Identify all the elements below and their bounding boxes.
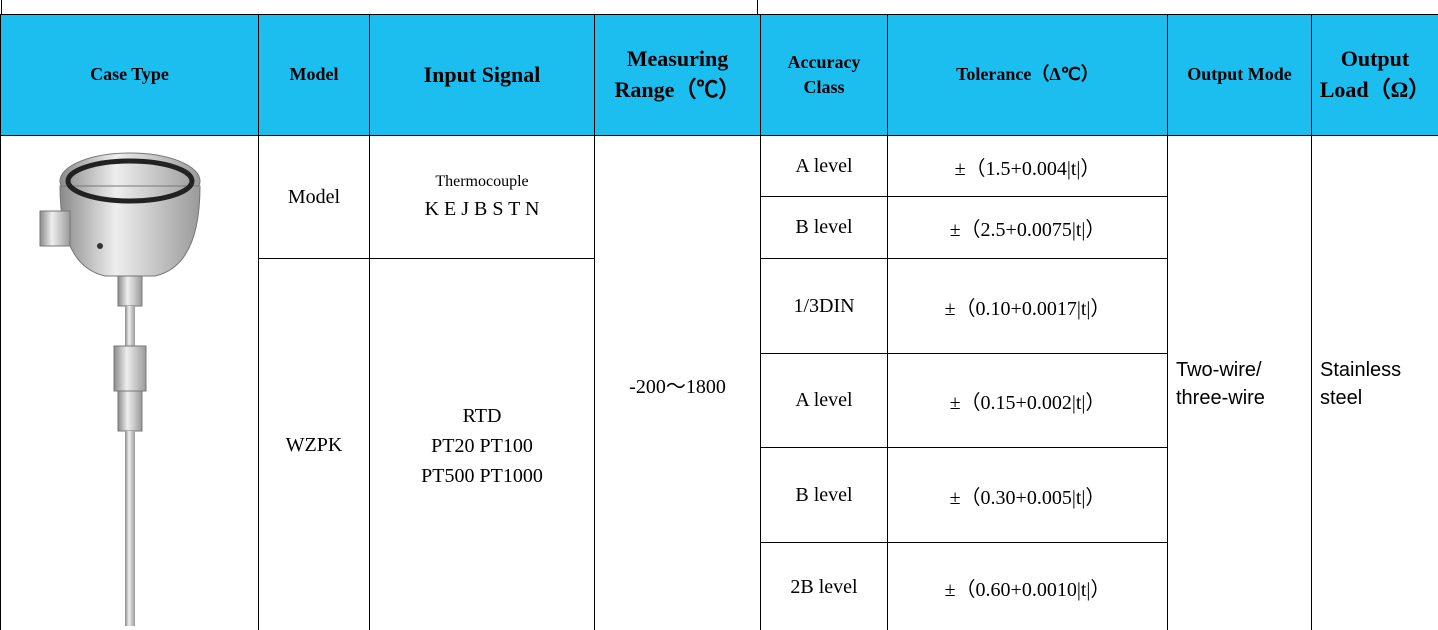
output-load-cell: Stainless steel [1312,136,1438,630]
class-cell: A level [761,136,888,197]
class-cell: B level [761,197,888,259]
page: Case Type Model Input Signal Measuring R… [0,0,1438,630]
tolerance-cell: ±（0.30+0.005|t|） [888,448,1168,543]
tolerance-cell: ±（1.5+0.004|t|） [888,136,1168,197]
header-cell: Case Type [1,15,259,136]
model-cell: Model [259,136,370,259]
header-cell: Output Mode [1168,15,1312,136]
input-signal: Thermocouple [374,170,590,194]
spec-table: Case Type Model Input Signal Measuring R… [0,14,1438,630]
class-cell: A level [761,354,888,448]
header-row: Case Type Model Input Signal Measuring R… [1,15,1438,136]
header-cell: Measuring Range（℃） [595,15,761,136]
input-signal: PT500 PT1000 [374,461,590,491]
model-cell: WZPK [259,259,370,630]
case-image [30,136,230,626]
row: Model Thermocouple K E J B S T N -200～18… [1,136,1438,197]
tolerance-cell: ±（2.5+0.0075|t|） [888,197,1168,259]
header-cell: Output Load（Ω） [1312,15,1438,136]
header-cell: Input Signal [370,15,595,136]
header-cell: Tolerance（Δ℃） [888,15,1168,136]
input-signal: PT20 PT100 [374,431,590,461]
class-cell: 2B level [761,543,888,630]
frame-line [1,0,2,15]
range-cell: -200～1800 [595,136,761,630]
tolerance-cell: ±（0.10+0.0017|t|） [888,259,1168,354]
frame-line [757,0,758,15]
input-signal-cell: RTD PT20 PT100 PT500 PT1000 [370,259,595,630]
class-cell: B level [761,448,888,543]
tolerance-cell: ±（0.60+0.0010|t|） [888,543,1168,630]
header-cell: Model [259,15,370,136]
input-signal: K E J B S T N [374,194,590,224]
tolerance-cell: ±（0.15+0.002|t|） [888,354,1168,448]
class-cell: 1/3DIN [761,259,888,354]
input-signal: RTD [374,401,590,431]
output-mode-cell: Two-wire/ three-wire [1168,136,1312,630]
case-image-cell [1,136,259,630]
input-signal-cell: Thermocouple K E J B S T N [370,136,595,259]
header-cell: Accuracy Class [761,15,888,136]
